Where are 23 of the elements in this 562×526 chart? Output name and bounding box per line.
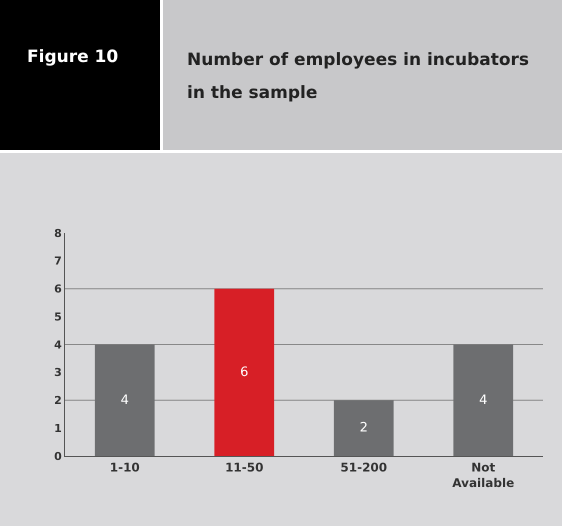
y-tick-label: 1 [54,422,62,435]
y-tick-label: 8 [54,226,62,240]
data-label: 4 [120,392,129,408]
y-tick-label: 6 [54,282,62,296]
y-tick-label: 3 [54,366,62,380]
bar [453,344,514,456]
x-tick-label: 11-50 [225,460,264,474]
y-tick-label: 7 [54,254,62,268]
y-tick-label: 4 [54,338,62,352]
chart-title: Number of employees in incubators in the sample [163,0,562,150]
x-tick-label: 1-10 [110,460,140,474]
caption: Figure 10 [0,0,160,150]
y-tick-label: 2 [54,394,62,408]
data-label: 2 [360,420,368,436]
x-tick-label: Not Available [452,460,514,490]
data-label: 4 [479,392,488,408]
y-tick-label: 5 [54,310,62,324]
bar [334,400,394,456]
bar [214,288,274,456]
data-label: 6 [240,364,248,380]
x-tick-label: 51-200 [340,460,388,474]
y-tick-label: 0 [54,450,62,463]
bar [94,344,155,456]
